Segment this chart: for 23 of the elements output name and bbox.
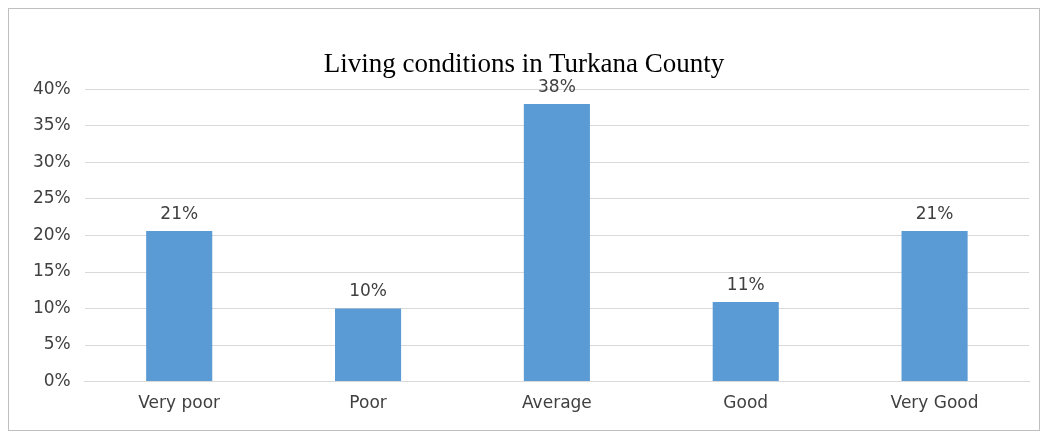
y-tick-label: 40% (32, 77, 71, 98)
bar (901, 231, 968, 382)
bar (146, 231, 213, 382)
y-tick-label: 20% (32, 223, 71, 244)
bar (523, 104, 590, 382)
y-tick-label: 0% (43, 370, 71, 391)
x-tick-label: Good (723, 392, 769, 413)
y-tick-label: 35% (32, 114, 71, 135)
x-tick-label: Very poor (138, 392, 221, 413)
data-label: 11% (726, 273, 765, 294)
x-tick-label: Poor (349, 392, 387, 413)
data-label: 10% (349, 280, 387, 301)
y-tick-label: 15% (32, 260, 71, 281)
data-label: 21% (160, 203, 199, 224)
bar (712, 301, 779, 382)
data-label: 21% (915, 203, 954, 224)
bar (335, 308, 402, 382)
y-tick-label: 25% (32, 187, 71, 208)
y-tick-label: 5% (43, 333, 71, 354)
x-tick-label: Average (521, 392, 592, 413)
y-tick-label: 10% (32, 296, 71, 317)
x-tick-label: Very Good (890, 392, 979, 413)
y-tick-label: 30% (32, 150, 71, 171)
